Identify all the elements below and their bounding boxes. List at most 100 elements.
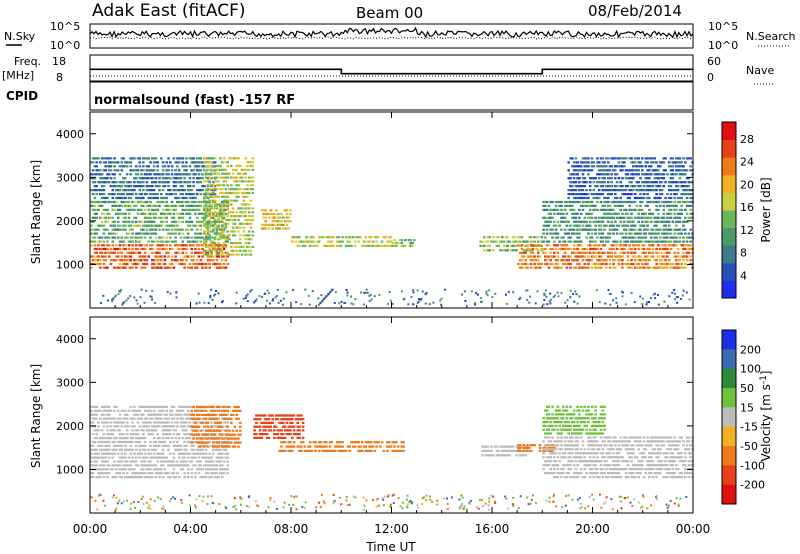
data-cell [165,460,168,463]
data-cell [655,196,658,200]
data-cell [549,200,552,204]
data-cell [201,409,204,412]
data-cell [172,181,176,184]
data-cell [565,204,569,207]
data-cell [678,157,682,160]
data-cell [335,236,339,239]
data-cell [136,251,140,254]
data-cell [518,236,522,239]
data-cell [213,218,217,222]
data-cell [664,266,667,269]
data-cell [188,433,192,436]
data-cell [567,200,570,204]
data-cell [474,302,476,305]
data-cell [179,193,183,196]
data-cell [172,476,176,479]
data-cell [283,220,287,223]
data-cell [599,251,603,254]
data-cell [556,212,560,215]
data-cell [608,224,612,227]
data-cell [226,253,229,256]
data-cell [186,236,190,239]
data-cell [199,228,203,231]
data-cell [407,303,410,306]
data-cell [637,255,640,258]
data-cell [308,303,311,306]
data-cell [365,288,368,291]
data-cell [373,295,376,298]
data-cell [212,161,215,164]
data-cell [588,200,592,204]
data-cell [197,212,201,215]
data-cell [633,240,637,243]
data-cell [201,173,204,176]
data-cell [666,228,669,231]
data-cell [651,255,655,258]
data-cell [567,262,570,266]
data-cell [637,244,640,247]
data-cell [90,228,93,231]
data-cell [664,244,667,247]
data-cell [219,238,222,241]
data-cell [192,440,195,444]
data-cell [673,266,676,269]
data-cell [195,228,199,231]
data-cell [149,224,152,227]
data-cell [158,262,161,266]
data-cell [143,464,147,467]
data-cell [660,247,664,251]
data-cell [219,444,222,447]
data-cell [675,185,678,188]
data-cell [617,161,621,164]
data-cell [133,472,136,475]
data-cell [93,228,97,231]
data-cell [136,232,140,235]
data-cell [149,173,152,176]
data-cell [319,236,323,239]
data-cell [592,189,596,192]
data-cell [623,200,626,204]
data-cell [425,292,428,295]
data-cell [217,245,220,248]
data-cell [154,181,158,184]
data-cell [133,413,136,416]
data-cell [569,189,572,192]
data-cell [224,203,228,206]
data-cell [588,216,592,219]
data-cell [535,247,538,251]
data-cell [529,249,533,252]
data-cell [416,301,419,304]
data-cell [633,196,637,200]
data-cell [203,172,206,175]
data-cell [127,244,131,247]
data-cell [99,472,102,475]
data-cell [549,232,552,235]
data-cell [628,204,631,207]
data-cell [120,452,124,455]
data-cell [140,437,143,440]
data-cell [203,421,206,424]
data-cell [601,173,605,176]
data-cell [190,433,194,436]
data-cell [276,212,280,216]
data-cell [337,236,341,239]
data-cell [181,165,185,168]
data-cell [145,173,149,176]
data-cell [282,216,285,219]
data-cell [219,452,222,455]
data-cell [116,251,120,254]
data-cell [228,211,231,214]
data-cell [222,168,226,171]
data-cell [206,226,210,229]
data-cell [185,429,188,432]
data-cell [116,444,120,447]
data-cell [106,444,109,447]
data-cell [174,220,177,223]
data-cell [662,173,666,176]
data-cell [156,173,159,176]
data-cell [213,232,217,235]
data-cell [653,169,657,172]
data-cell [597,262,601,266]
data-cell [671,173,675,176]
data-cell [226,199,229,202]
